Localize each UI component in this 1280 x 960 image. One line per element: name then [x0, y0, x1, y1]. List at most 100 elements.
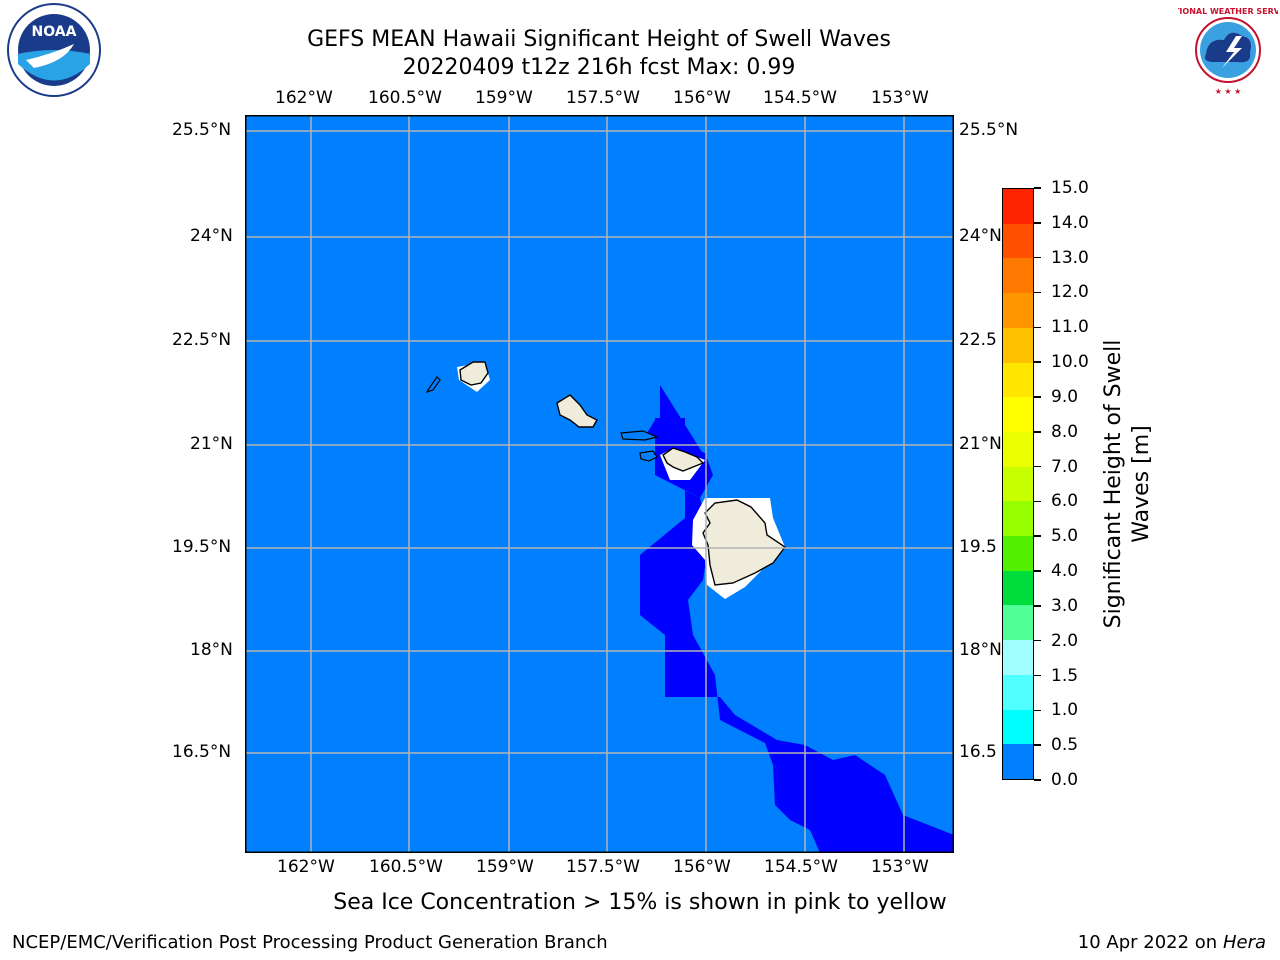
nws-logo: NATIONAL WEATHER SERVICE ★ ★ ★: [1178, 4, 1278, 96]
lat-label-right: 18°N: [959, 640, 1002, 660]
colorbar-tick-label: 2.0: [1051, 630, 1079, 651]
lon-label-top: 157.5°W: [566, 88, 640, 108]
kahoolawe: [639, 450, 658, 462]
lon-label-top: 160.5°W: [368, 88, 442, 108]
colorbar-ticks: 15.0 14.0 13.0 12.0 11.0 10.0 9.0 8.0 7.0 6.0 5.0 4…: [1034, 178, 1104, 790]
lon-label-top: 159°W: [475, 88, 533, 108]
colorbar-tick-label: 1.0: [1051, 700, 1079, 721]
colorbar-tick-mark: [1034, 674, 1041, 677]
colorbar-tick-label: 10.0: [1051, 352, 1089, 373]
lon-label-bottom: 153°W: [871, 857, 929, 877]
lon-label-bottom: 157.5°W: [566, 857, 640, 877]
colorbar-tick-mark: [1034, 187, 1041, 189]
colorbar-tick-mark: [1034, 605, 1041, 607]
lat-label-left: 18°N: [190, 640, 233, 660]
lat-label-right: 21°N: [959, 434, 1002, 454]
lon-label-bottom: 160.5°W: [369, 857, 443, 877]
lon-label-bottom: 162°W: [277, 857, 335, 877]
colorbar-segment: [1003, 189, 1033, 224]
colorbar-tick-mark: [1034, 744, 1041, 746]
lon-label-top: 154.5°W: [763, 88, 837, 108]
colorbar-label-line2: Waves [m]: [1129, 425, 1154, 543]
colorbar-tick-mark: [1034, 500, 1041, 503]
colorbar-tick-mark: [1034, 465, 1041, 468]
footer-date-text: 10 Apr 2022 on: [1077, 932, 1223, 953]
maui: [662, 447, 705, 472]
colorbar-segment: [1003, 501, 1033, 537]
sea-ice-note: Sea Ice Concentration > 15% is shown in …: [333, 890, 947, 915]
colorbar-tick-mark: [1034, 639, 1041, 642]
colorbar-tick-label: 0.5: [1051, 735, 1079, 756]
lat-label-left: 22.5°N: [172, 330, 232, 350]
colorbar: [1002, 188, 1034, 780]
colorbar-segment: [1003, 640, 1033, 675]
colorbar-tick-mark: [1034, 570, 1041, 572]
lon-label-bottom: 159°W: [476, 857, 534, 877]
lat-label-right: 24°N: [959, 226, 1002, 246]
colorbar-tick-mark: [1034, 291, 1041, 294]
colorbar-segment: [1003, 431, 1033, 467]
noaa-logo-text: NOAA: [32, 24, 77, 40]
colorbar-tick-label: 1.5: [1051, 665, 1079, 686]
lon-label-top: 162°W: [275, 88, 333, 108]
nws-logo-text: NATIONAL WEATHER SERVICE: [1178, 7, 1278, 16]
colorbar-label-line1: Significant Height of Swell: [1101, 339, 1126, 629]
colorbar-tick-label: 13.0: [1051, 247, 1089, 268]
colorbar-tick-mark: [1034, 222, 1041, 224]
footer-host: Hera: [1222, 932, 1266, 953]
map-subtitle: 20220409 t12z 216h fcst Max: 0.99: [402, 55, 796, 80]
colorbar-segment: [1003, 223, 1033, 259]
colorbar-segment: [1003, 466, 1033, 502]
colorbar-tick-label: 15.0: [1051, 178, 1089, 198]
colorbar-segment: [1003, 362, 1033, 398]
colorbar-tick-mark: [1034, 431, 1041, 433]
lat-label-left: 16.5°N: [172, 742, 232, 762]
colorbar-segment: [1003, 293, 1033, 328]
low-swell-molokai: [647, 418, 685, 445]
map-plot: [245, 115, 954, 853]
ocean-area: [245, 115, 954, 853]
colorbar-tick-mark: [1034, 256, 1041, 259]
colorbar-tick-label: 9.0: [1051, 386, 1079, 407]
colorbar-segment: [1003, 570, 1033, 606]
colorbar-segment: [1003, 397, 1033, 432]
colorbar-tick-label: 6.0: [1051, 491, 1079, 512]
colorbar-tick-label: 14.0: [1051, 212, 1089, 233]
colorbar-segment: [1003, 536, 1033, 571]
lat-label-right: 19.5: [959, 537, 997, 557]
colorbar-tick-mark: [1034, 535, 1041, 537]
lon-label-bottom: 154.5°W: [764, 857, 838, 877]
colorbar-segment: [1003, 258, 1033, 294]
footer-date: 10 Apr 2022 on Hera: [1078, 932, 1266, 953]
map-title: GEFS MEAN Hawaii Significant Height of S…: [307, 27, 891, 52]
colorbar-segment: [1003, 744, 1033, 779]
colorbar-segment: [1003, 709, 1033, 745]
lon-label-bottom: 156°W: [673, 857, 731, 877]
colorbar-tick-label: 12.0: [1051, 282, 1089, 303]
niihau: [425, 376, 441, 394]
colorbar-tick-label: 0.0: [1051, 770, 1079, 790]
footer-credit: NCEP/EMC/Verification Post Processing Pr…: [12, 932, 608, 953]
colorbar-segment: [1003, 605, 1033, 641]
colorbar-tick-mark: [1034, 709, 1041, 712]
lon-label-top: 153°W: [871, 88, 929, 108]
colorbar-tick-label: 4.0: [1051, 561, 1079, 582]
lat-label-left: 24°N: [190, 226, 233, 246]
colorbar-tick-label: 7.0: [1051, 456, 1079, 477]
lat-label-right: 22.5: [959, 330, 997, 350]
lat-label-left: 25.5°N: [172, 120, 232, 140]
noaa-logo: NOAA: [7, 3, 101, 97]
colorbar-tick-label: 8.0: [1051, 421, 1079, 442]
lon-label-top: 156°W: [673, 88, 731, 108]
colorbar-tick-mark: [1034, 779, 1041, 781]
colorbar-segment: [1003, 674, 1033, 710]
oahu: [556, 394, 598, 428]
svg-text:★ ★ ★: ★ ★ ★: [1215, 87, 1242, 96]
kauai: [459, 361, 489, 386]
molokai: [620, 430, 659, 441]
colorbar-tick-mark: [1034, 396, 1041, 398]
colorbar-segment: [1003, 327, 1033, 363]
lat-label-left: 19.5°N: [172, 537, 232, 557]
lat-label-left: 21°N: [190, 434, 233, 454]
lat-label-right: 16.5: [959, 742, 997, 762]
